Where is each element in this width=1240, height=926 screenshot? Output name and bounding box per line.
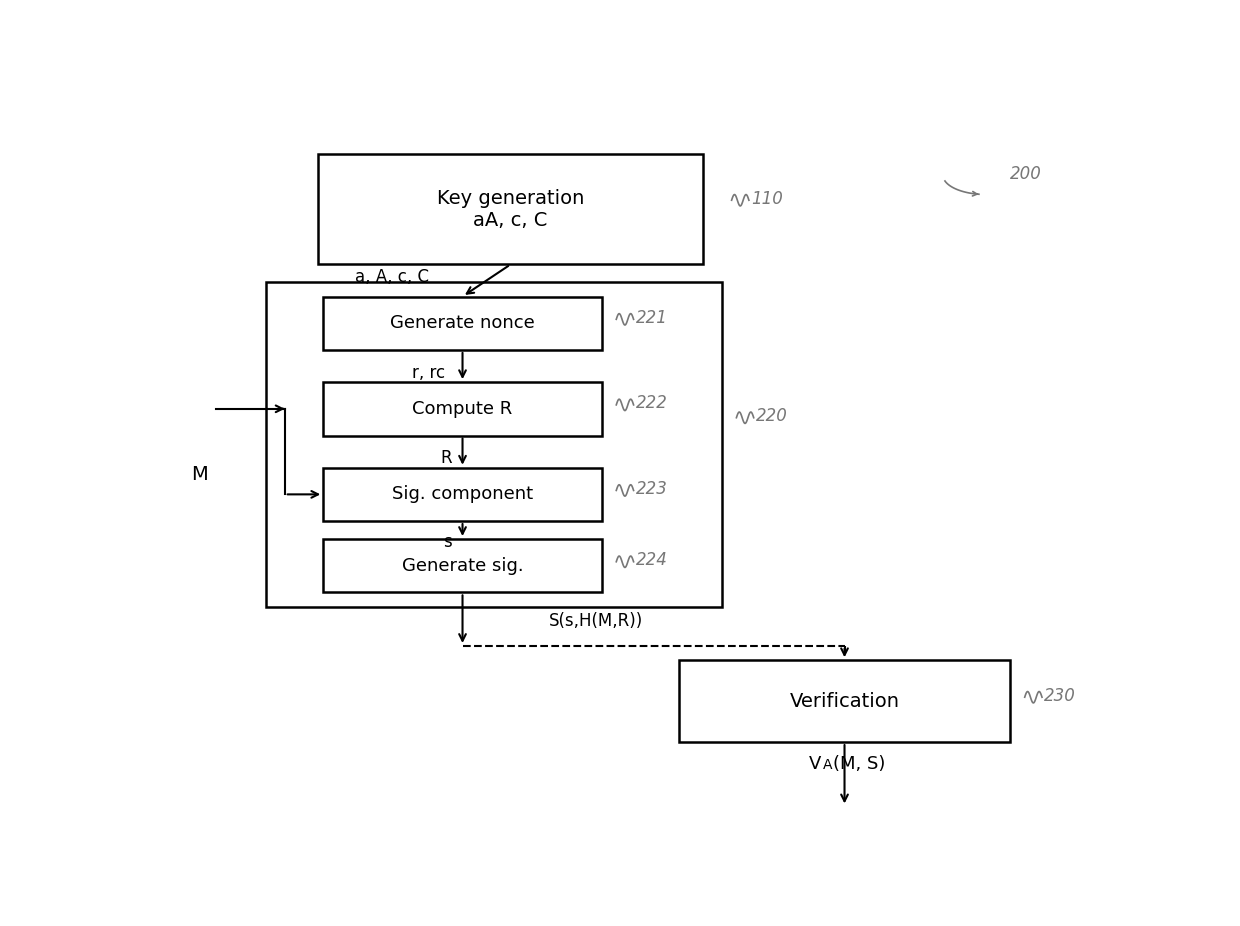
Text: V: V <box>808 755 821 772</box>
Text: Verification: Verification <box>790 692 899 710</box>
Text: 230: 230 <box>1044 687 1076 705</box>
Text: R: R <box>440 449 451 468</box>
Bar <box>319 154 703 265</box>
Bar <box>324 296 601 350</box>
Text: Generate nonce: Generate nonce <box>391 314 534 332</box>
Text: 224: 224 <box>635 551 667 569</box>
Text: s: s <box>443 532 451 551</box>
Text: Sig. component: Sig. component <box>392 485 533 504</box>
Bar <box>324 468 601 521</box>
Bar <box>324 382 601 435</box>
Text: 222: 222 <box>635 394 667 412</box>
Text: r, rc: r, rc <box>412 364 445 382</box>
Text: A: A <box>823 757 832 771</box>
Text: S(s,H(M,R)): S(s,H(M,R)) <box>549 612 644 630</box>
Text: 221: 221 <box>635 309 667 327</box>
Text: Key generation
aA, c, C: Key generation aA, c, C <box>436 189 584 230</box>
Bar <box>678 660 1011 742</box>
Text: 223: 223 <box>635 480 667 498</box>
Text: a, A, c, C: a, A, c, C <box>355 268 429 285</box>
Text: Generate sig.: Generate sig. <box>402 557 523 575</box>
Text: 220: 220 <box>755 407 787 425</box>
Bar <box>324 539 601 593</box>
Bar <box>265 282 722 607</box>
Text: M: M <box>191 465 208 484</box>
Text: Compute R: Compute R <box>413 400 512 418</box>
Text: 200: 200 <box>1011 165 1042 182</box>
Text: (M, S): (M, S) <box>833 755 885 772</box>
Text: 110: 110 <box>751 190 782 207</box>
